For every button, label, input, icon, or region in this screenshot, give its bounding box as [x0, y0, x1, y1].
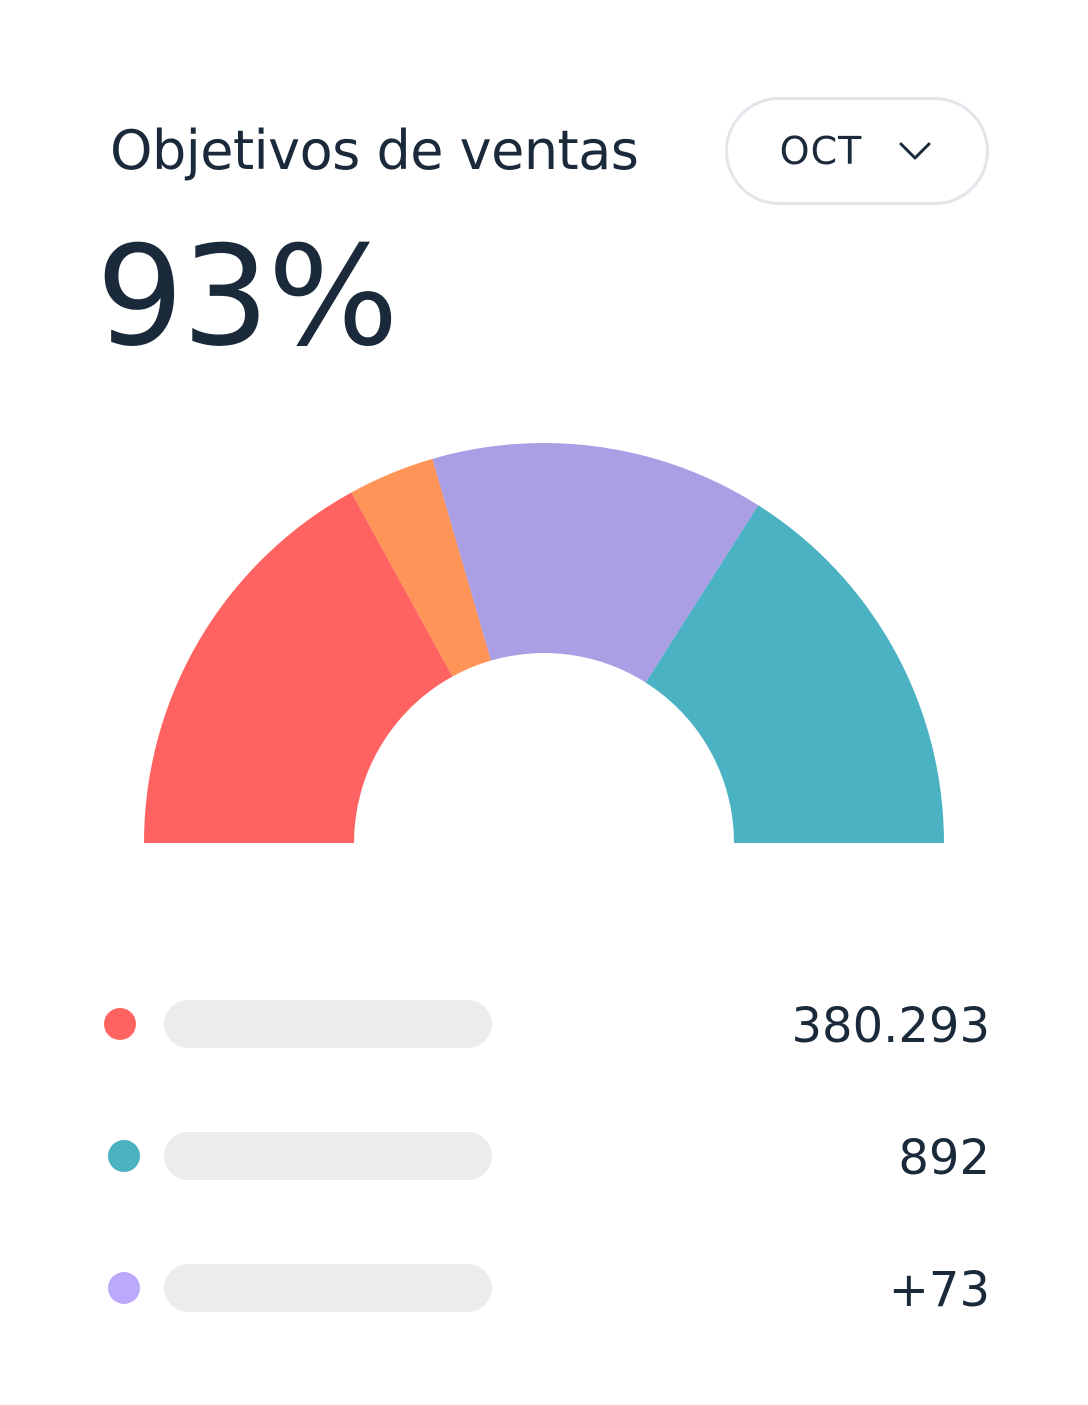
- gauge-segment-4: [645, 505, 944, 843]
- sales-gauge-chart: [144, 443, 944, 843]
- gauge-segment-3: [432, 443, 759, 683]
- legend-value: +73: [888, 1262, 990, 1318]
- legend-label-placeholder: [164, 1132, 492, 1180]
- legend-label-placeholder: [164, 1000, 492, 1048]
- legend-dot: [104, 1008, 136, 1040]
- legend-dot: [108, 1272, 140, 1304]
- legend-dot: [108, 1140, 140, 1172]
- legend-value: 380.293: [791, 998, 991, 1054]
- gauge-segment-1: [144, 492, 453, 843]
- legend-value: 892: [898, 1130, 990, 1186]
- legend-label-placeholder: [164, 1264, 492, 1312]
- card-title: Objetivos de ventas: [110, 119, 639, 182]
- goal-percent: 93%: [96, 216, 399, 377]
- gauge-segment-2: [351, 458, 491, 677]
- legend-row: 892: [0, 1127, 1088, 1187]
- month-dropdown[interactable]: OCT: [725, 97, 989, 205]
- legend-row: 380.293: [0, 995, 1088, 1055]
- chevron-down-icon: [899, 142, 931, 160]
- month-dropdown-value: OCT: [779, 129, 863, 173]
- legend-row: +73: [0, 1259, 1088, 1319]
